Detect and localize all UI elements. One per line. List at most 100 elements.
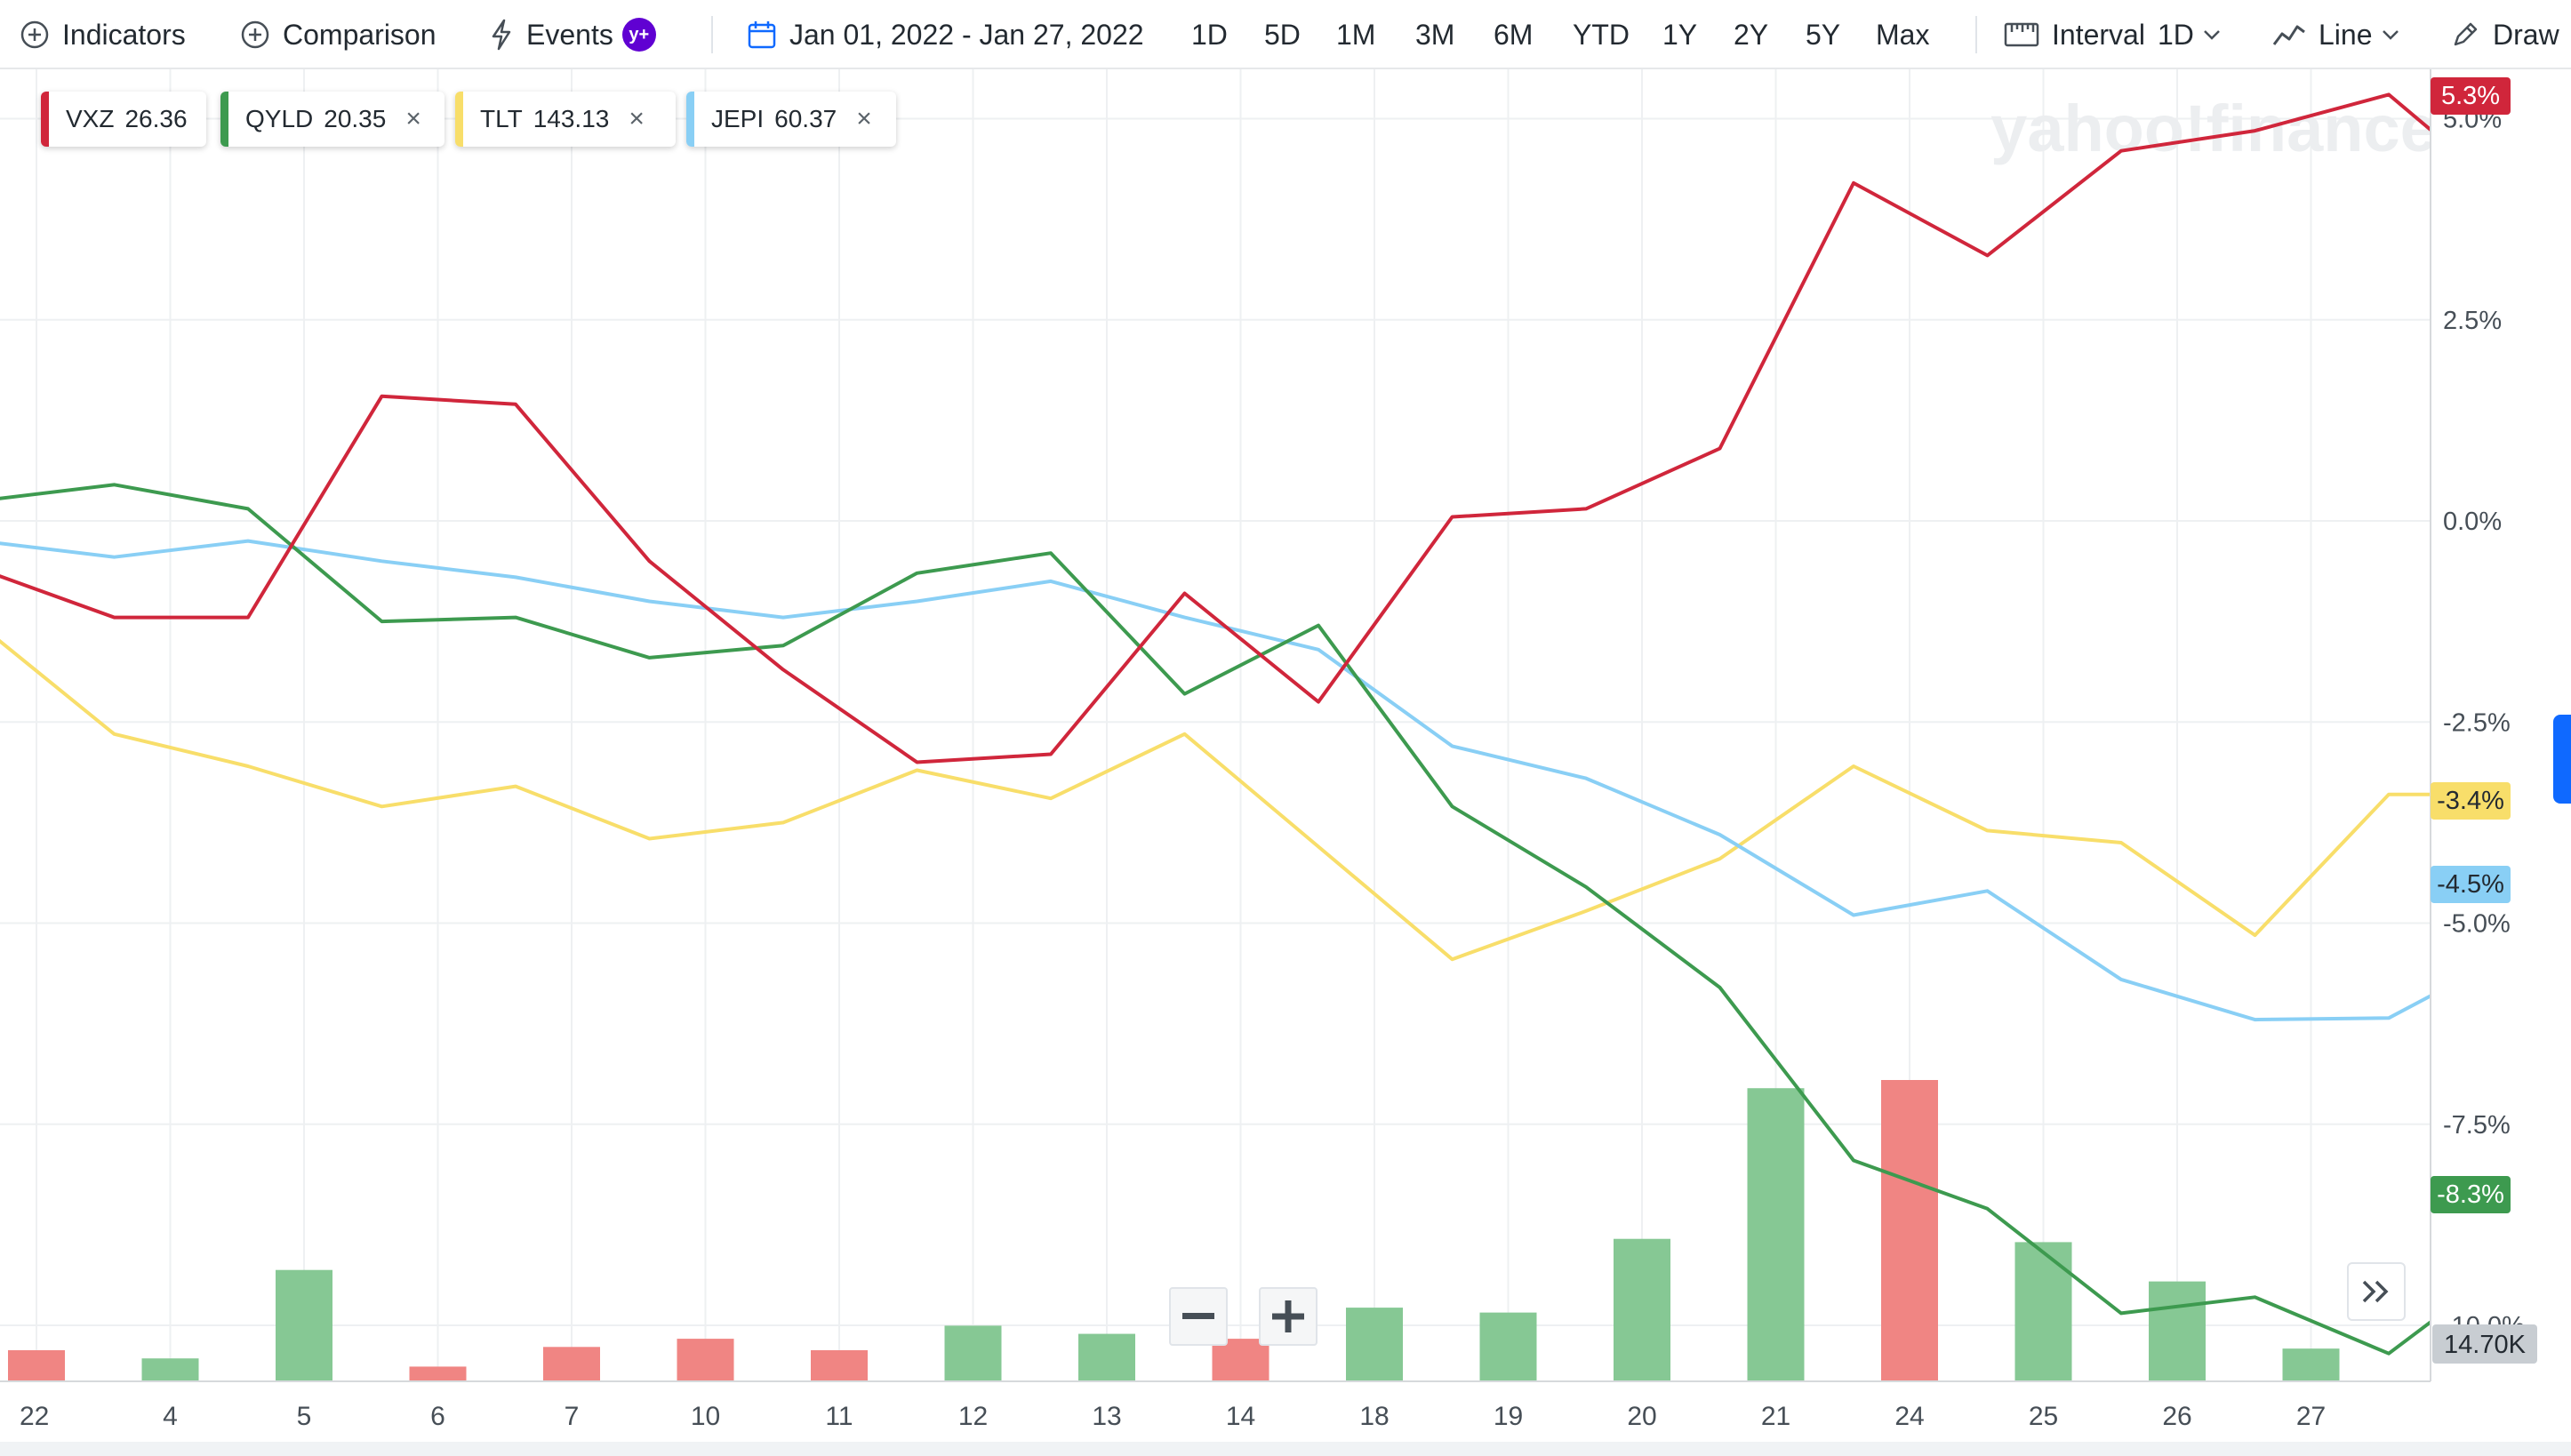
series-value-label: -3.4% — [2437, 787, 2504, 815]
x-tick-label: 14 — [1226, 1402, 1255, 1431]
legend-price: 143.13 — [533, 105, 610, 132]
yahoo-finance-watermark: yahoo!finance — [1990, 92, 2437, 165]
range-2y[interactable]: 2Y — [1734, 19, 1769, 51]
series-value-labels: 5.3% -8.3% -3.4% -4.5% — [2431, 77, 2511, 1213]
x-tick-label: 7 — [565, 1402, 580, 1431]
series-value-label: -4.5% — [2437, 870, 2504, 899]
draw-label: Draw — [2493, 18, 2559, 51]
x-tick-label: 4 — [163, 1402, 178, 1431]
legend-symbol: QYLD — [245, 105, 314, 132]
volume-bar — [409, 1366, 467, 1381]
legend-chip-tlt[interactable]: TLT 143.13 × — [455, 92, 676, 147]
x-axis-ticks: 22 4 5 6 7 10 11 12 13 14 18 19 20 21 24 25 26 27 — [20, 1402, 2326, 1431]
legend-price: 26.36 — [124, 105, 188, 132]
y-tick-label: -2.5% — [2443, 708, 2511, 737]
draw-button[interactable]: Draw — [2450, 12, 2559, 57]
axis-background — [2431, 69, 2571, 1381]
range-3m[interactable]: 3M — [1415, 19, 1455, 51]
series-value-badge — [2431, 782, 2511, 820]
series-value-label: 5.3% — [2441, 82, 2500, 110]
volume-bar — [944, 1325, 1002, 1381]
range-ytd[interactable]: YTD — [1573, 19, 1630, 51]
close-icon[interactable]: × — [629, 104, 645, 133]
legend-price: 60.37 — [774, 105, 837, 132]
minus-icon — [1182, 1313, 1214, 1320]
chart-grid — [0, 69, 2431, 1381]
range-5y[interactable]: 5Y — [1806, 19, 1841, 51]
volume-bar — [2014, 1242, 2072, 1381]
legend-chip-vxz[interactable]: VXZ 26.36 — [41, 92, 206, 147]
date-range-label: Jan 01, 2022 - Jan 27, 2022 — [789, 18, 1144, 51]
x-tick-label: 10 — [691, 1402, 720, 1431]
close-icon[interactable]: × — [405, 104, 421, 133]
legend-color-bar — [220, 92, 228, 147]
expand-panel-button[interactable] — [2347, 1262, 2406, 1321]
volume-label-text: 14.70K — [2444, 1331, 2527, 1359]
range-1d[interactable]: 1D — [1191, 19, 1228, 51]
events-button[interactable]: Events y+ — [489, 12, 656, 57]
range-max[interactable]: Max — [1876, 19, 1930, 51]
interval-dropdown[interactable]: Interval 1D — [2004, 12, 2221, 57]
volume-bar — [1078, 1333, 1135, 1381]
x-tick-label: 5 — [297, 1402, 312, 1431]
plus-circle-icon — [240, 20, 270, 50]
y-tick-label: -5.0% — [2443, 910, 2511, 939]
toolbar-divider — [711, 16, 713, 53]
zoom-out-button[interactable] — [1169, 1287, 1228, 1346]
calendar-icon — [747, 20, 777, 50]
volume-bars — [8, 1080, 2340, 1381]
x-tick-label: 11 — [825, 1402, 853, 1431]
interval-value: 1D — [2157, 18, 2194, 51]
volume-bar — [1881, 1080, 1938, 1381]
plus-icon — [1272, 1300, 1304, 1332]
indicators-button[interactable]: Indicators — [20, 12, 186, 57]
x-tick-label: 24 — [1894, 1402, 1924, 1431]
volume-bar — [2282, 1348, 2340, 1381]
volume-bar — [543, 1347, 600, 1381]
series-value-badge — [2431, 77, 2511, 115]
chevron-down-icon — [2382, 28, 2399, 41]
y-tick-label: 0.0% — [2443, 508, 2502, 536]
date-range-button[interactable]: Jan 01, 2022 - Jan 27, 2022 — [747, 12, 1144, 57]
legend-chip-jepi[interactable]: JEPI 60.37 × — [686, 92, 896, 147]
volume-label: 14.70K — [2432, 1324, 2537, 1364]
zoom-in-button[interactable] — [1259, 1287, 1318, 1346]
x-tick-label: 22 — [20, 1402, 49, 1431]
x-tick-label: 26 — [2162, 1402, 2191, 1431]
indicators-label: Indicators — [62, 18, 186, 51]
legend-color-bar — [41, 92, 49, 147]
toolbar-divider — [1975, 16, 1977, 53]
x-tick-label: 19 — [1494, 1402, 1523, 1431]
legend-chip-qyld[interactable]: QYLD 20.35 × — [220, 92, 445, 147]
range-1m[interactable]: 1M — [1336, 19, 1376, 51]
x-tick-label: 12 — [958, 1402, 988, 1431]
chart-type-dropdown[interactable]: Line — [2272, 12, 2399, 57]
x-tick-label: 13 — [1092, 1402, 1121, 1431]
volume-bar — [811, 1349, 868, 1381]
range-6m[interactable]: 6M — [1494, 19, 1534, 51]
comparison-chart[interactable]: yahoo!finance 5.0%2.5%0.0%-2.5%-5.0%-7.5… — [0, 69, 2571, 1442]
volume-bar — [677, 1339, 734, 1381]
volume-bar — [141, 1358, 199, 1381]
x-tick-label: 18 — [1359, 1402, 1389, 1431]
side-panel-tab[interactable] — [2553, 715, 2571, 804]
ruler-icon — [2004, 20, 2039, 49]
premium-badge: y+ — [621, 18, 656, 52]
volume-bar — [8, 1349, 65, 1381]
volume-bar — [1747, 1088, 1805, 1381]
line-chart-icon — [2272, 21, 2306, 48]
legend-color-bar — [686, 92, 694, 147]
comparison-button[interactable]: Comparison — [240, 12, 437, 57]
volume-bar — [1212, 1339, 1269, 1381]
volume-bar — [1479, 1312, 1537, 1381]
chart-toolbar: Indicators Comparison Events y+ Jan 01, … — [0, 0, 2571, 69]
range-1y[interactable]: 1Y — [1662, 19, 1698, 51]
legend-symbol: TLT — [480, 105, 523, 132]
x-tick-label: 6 — [430, 1402, 445, 1431]
y-tick-label: 2.5% — [2443, 307, 2502, 335]
close-icon[interactable]: × — [856, 104, 872, 133]
x-tick-label: 20 — [1627, 1402, 1656, 1431]
lightning-icon — [489, 19, 514, 51]
volume-bar — [1614, 1238, 1670, 1381]
range-5d[interactable]: 5D — [1264, 19, 1301, 51]
